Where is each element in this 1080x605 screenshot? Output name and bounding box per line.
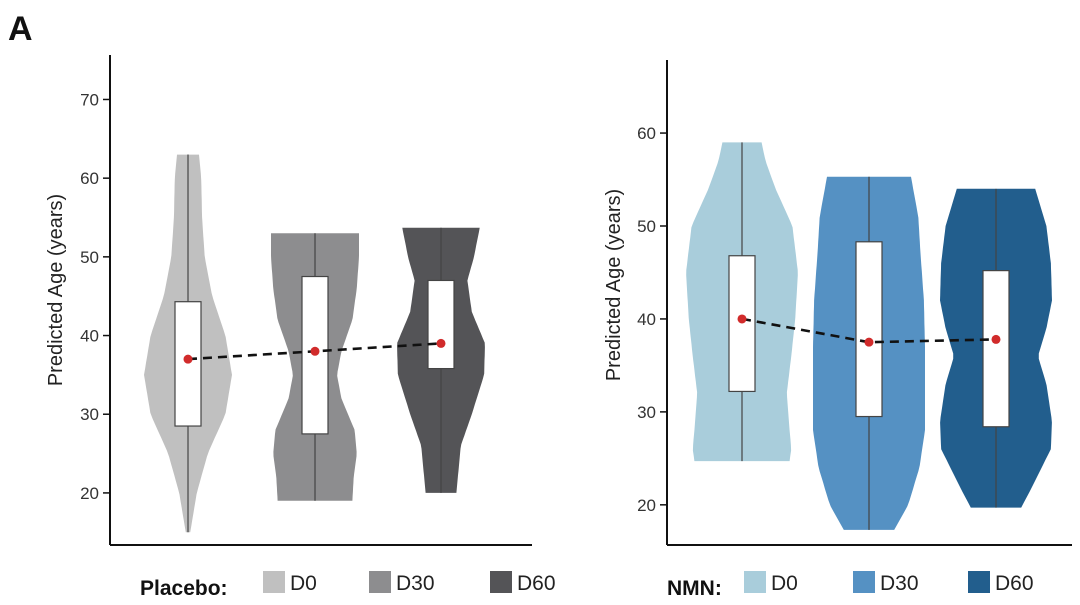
legend-label-d60: D60 [517, 572, 556, 595]
y-tick-label: 20 [80, 484, 99, 503]
y-tick-label: 70 [80, 90, 99, 109]
y-tick-label: 40 [637, 310, 656, 329]
box-d0 [174, 301, 202, 427]
legend-label-d30: D30 [396, 572, 435, 595]
legend-title: NMN: [667, 577, 722, 600]
legend-swatch-d30 [853, 571, 875, 593]
legend-label-d0: D0 [290, 572, 317, 595]
box-d30 [855, 241, 883, 418]
mean-point-d30 [864, 337, 874, 347]
legend-swatch-d0 [263, 571, 285, 593]
mean-point-d0 [737, 314, 747, 324]
legend-swatch-d60 [968, 571, 990, 593]
y-tick-label: 50 [637, 217, 656, 236]
box-d0 [728, 255, 756, 393]
mean-point-d30 [310, 346, 320, 356]
mean-point-d0 [183, 354, 193, 364]
box-d30 [301, 275, 329, 435]
box-d60 [982, 270, 1010, 428]
legend-swatch-d30 [369, 571, 391, 593]
nmn-violin-chart: Predicted Age (years) NMN: 20 30 40 50 60 D0 D… [603, 60, 1072, 600]
y-axis-title: Predicted Age (years) [603, 189, 625, 381]
legend-swatch-d0 [744, 571, 766, 593]
y-tick-label: 30 [637, 403, 656, 422]
y-tick-label: 30 [80, 405, 99, 424]
y-axis-title: Predicted Age (years) [45, 194, 67, 386]
y-tick-label: 60 [637, 124, 656, 143]
placebo-violin-chart: Predicted Age (years) Placebo: 20 30 40 50 6… [45, 55, 556, 600]
panel-label: A [8, 10, 33, 48]
mean-point-d60 [436, 338, 446, 348]
y-tick-label: 60 [80, 169, 99, 188]
box-d60 [427, 279, 455, 370]
legend-label-d30: D30 [880, 572, 919, 595]
mean-trend-line [741, 317, 997, 344]
y-tick-label: 40 [80, 327, 99, 346]
legend-swatch-d60 [490, 571, 512, 593]
legend-title: Placebo: [140, 577, 228, 600]
legend-label-d0: D0 [771, 572, 798, 595]
mean-point-d60 [991, 334, 1001, 344]
y-tick-label: 20 [637, 496, 656, 515]
y-tick-label: 50 [80, 248, 99, 267]
legend-label-d60: D60 [995, 572, 1034, 595]
